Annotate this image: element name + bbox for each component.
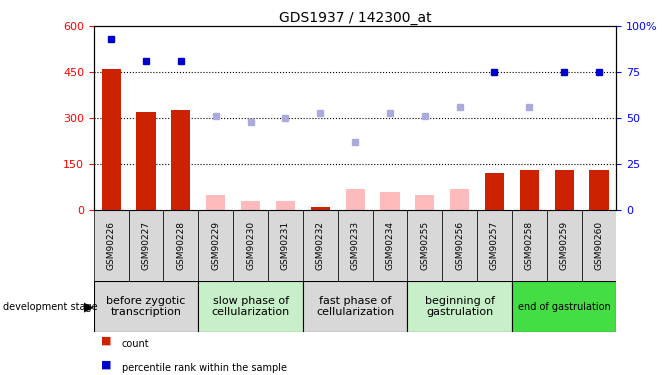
Text: development stage: development stage xyxy=(3,302,98,312)
Bar xyxy=(303,281,407,332)
Bar xyxy=(338,210,373,281)
Bar xyxy=(94,281,198,332)
Text: GSM90258: GSM90258 xyxy=(525,221,534,270)
Bar xyxy=(555,170,574,210)
Bar xyxy=(129,210,163,281)
Title: GDS1937 / 142300_at: GDS1937 / 142300_at xyxy=(279,11,431,25)
Text: GSM90255: GSM90255 xyxy=(420,221,429,270)
Bar xyxy=(268,210,303,281)
Text: GSM90229: GSM90229 xyxy=(211,221,220,270)
Bar xyxy=(241,201,260,210)
Text: ▶: ▶ xyxy=(84,300,93,313)
Bar xyxy=(373,210,407,281)
Text: GSM90230: GSM90230 xyxy=(246,221,255,270)
Bar xyxy=(590,170,608,210)
Bar xyxy=(407,210,442,281)
Text: percentile rank within the sample: percentile rank within the sample xyxy=(122,363,287,373)
Bar xyxy=(198,281,303,332)
Text: GSM90234: GSM90234 xyxy=(385,221,395,270)
Bar xyxy=(198,210,233,281)
Bar xyxy=(102,69,121,210)
Bar xyxy=(582,210,616,281)
Bar xyxy=(94,210,129,281)
Text: slow phase of
cellularization: slow phase of cellularization xyxy=(212,296,289,317)
Text: GSM90228: GSM90228 xyxy=(176,221,186,270)
Text: GSM90259: GSM90259 xyxy=(559,221,569,270)
Text: GSM90226: GSM90226 xyxy=(107,221,116,270)
Bar xyxy=(512,210,547,281)
Bar xyxy=(485,173,504,210)
Bar xyxy=(163,210,198,281)
Text: GSM90232: GSM90232 xyxy=(316,221,325,270)
Bar xyxy=(381,192,399,210)
Text: count: count xyxy=(122,339,149,349)
Bar xyxy=(303,210,338,281)
Text: end of gastrulation: end of gastrulation xyxy=(518,302,610,312)
Text: ■: ■ xyxy=(100,336,111,346)
Bar xyxy=(512,281,616,332)
Bar xyxy=(233,210,268,281)
Bar xyxy=(276,201,295,210)
Text: GSM90256: GSM90256 xyxy=(455,221,464,270)
Bar xyxy=(520,170,539,210)
Bar xyxy=(137,112,155,210)
Bar xyxy=(407,281,512,332)
Text: fast phase of
cellularization: fast phase of cellularization xyxy=(316,296,394,317)
Bar xyxy=(415,195,434,210)
Text: GSM90231: GSM90231 xyxy=(281,221,290,270)
Bar xyxy=(172,111,190,210)
Bar xyxy=(450,189,469,210)
Text: GSM90233: GSM90233 xyxy=(350,221,360,270)
Bar xyxy=(477,210,512,281)
Text: GSM90260: GSM90260 xyxy=(594,221,604,270)
Bar xyxy=(311,207,330,210)
Text: GSM90257: GSM90257 xyxy=(490,221,499,270)
Bar xyxy=(206,195,225,210)
Text: before zygotic
transcription: before zygotic transcription xyxy=(107,296,186,317)
Bar xyxy=(547,210,582,281)
Bar xyxy=(442,210,477,281)
Text: beginning of
gastrulation: beginning of gastrulation xyxy=(425,296,494,317)
Text: ■: ■ xyxy=(100,360,111,370)
Text: GSM90227: GSM90227 xyxy=(141,221,151,270)
Bar xyxy=(346,189,364,210)
